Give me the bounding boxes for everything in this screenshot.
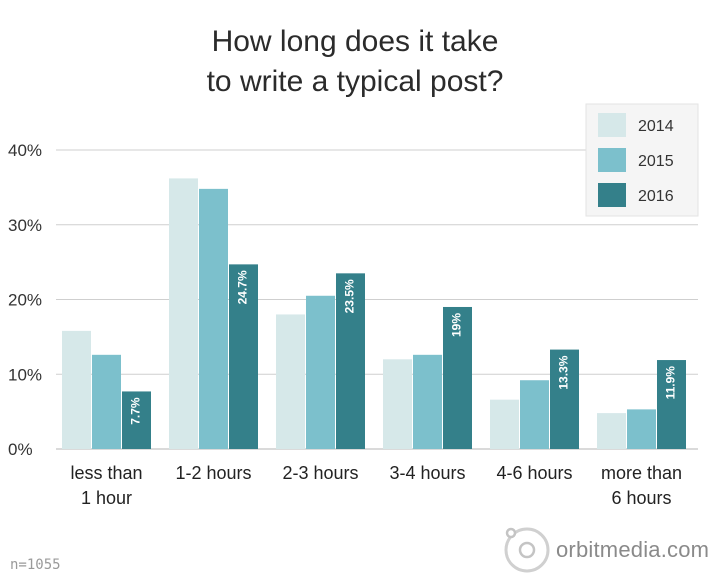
- legend-label: 2014: [638, 118, 674, 135]
- bar: [306, 295, 335, 449]
- x-tick-label: 1 hour: [81, 488, 132, 508]
- bar: [122, 391, 151, 449]
- y-tick-label: 40%: [8, 141, 42, 160]
- chart-title: How long does it take to write a typical…: [0, 22, 710, 102]
- data-label: 11.9%: [664, 366, 678, 400]
- bar: [627, 409, 656, 449]
- legend-swatch: [598, 113, 626, 137]
- data-label: 23.5%: [343, 279, 357, 313]
- bar: [490, 399, 519, 449]
- bar: [62, 330, 91, 449]
- x-tick-label: 3-4 hours: [389, 463, 465, 483]
- data-label: 19%: [450, 313, 464, 337]
- x-tick-label: more than: [601, 463, 682, 483]
- x-tick-label: 2-3 hours: [282, 463, 358, 483]
- y-tick-label: 10%: [8, 365, 42, 384]
- brand-logo-text: orbitmedia.com: [556, 537, 710, 562]
- bar: [336, 273, 365, 449]
- legend-label: 2016: [638, 188, 674, 205]
- bar: [443, 306, 472, 449]
- bar: [92, 354, 121, 449]
- bar: [276, 314, 305, 449]
- y-tick-label: 30%: [8, 216, 42, 235]
- bar: [520, 380, 549, 449]
- bar: [383, 359, 412, 449]
- bar: [657, 360, 686, 449]
- y-tick-label: 0%: [8, 440, 33, 459]
- bar: [597, 413, 626, 449]
- legend-swatch: [598, 183, 626, 207]
- x-tick-label: 1-2 hours: [175, 463, 251, 483]
- chart-title-line-2: to write a typical post?: [206, 65, 504, 98]
- data-label: 7.7%: [129, 397, 143, 425]
- bar: [550, 349, 579, 449]
- chart-title-line-1: How long does it take: [211, 25, 499, 58]
- y-tick-label: 20%: [8, 291, 42, 310]
- bar: [229, 264, 258, 449]
- legend-label: 2015: [638, 153, 674, 170]
- sample-size-note: n=1055: [10, 557, 61, 573]
- orbit-logo-icon: [504, 527, 550, 573]
- x-tick-label: less than: [70, 463, 142, 483]
- x-tick-label: 4-6 hours: [496, 463, 572, 483]
- data-label: 24.7%: [236, 270, 250, 304]
- x-tick-label: 6 hours: [611, 488, 671, 508]
- data-label: 13.3%: [557, 355, 571, 389]
- bar: [199, 188, 228, 449]
- legend-swatch: [598, 148, 626, 172]
- bar: [413, 354, 442, 449]
- bar: [169, 178, 198, 449]
